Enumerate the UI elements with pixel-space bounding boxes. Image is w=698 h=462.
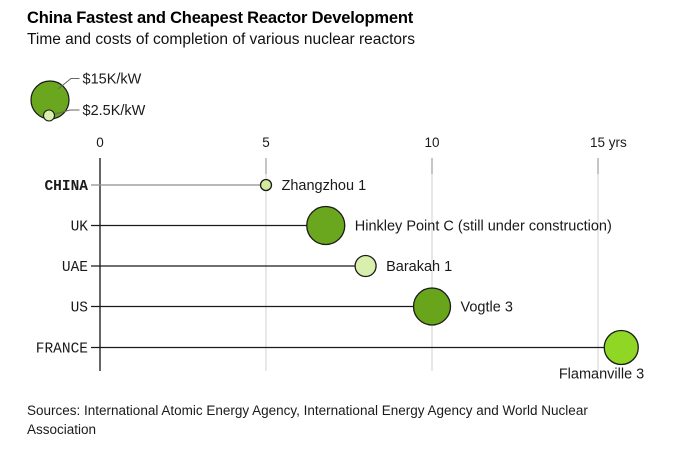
x-tick-label: 15 yrs	[590, 135, 627, 150]
row-category-label: FRANCE	[36, 342, 88, 358]
legend-label-large: $15K/kW	[83, 72, 142, 88]
x-tick-label: 0	[96, 135, 104, 150]
reactor-bubble	[354, 254, 377, 278]
x-tick-label: 10	[424, 135, 439, 150]
legend-label-small: $2.5K/kW	[83, 103, 146, 119]
reactor-label: Zhangzhou 1	[282, 178, 367, 194]
row-category-label: CHINA	[44, 179, 88, 195]
chart-subtitle: Time and costs of completion of various …	[27, 31, 415, 48]
legend-connector	[54, 109, 80, 115]
row-category-label: UAE	[62, 260, 88, 276]
reactor-bubble	[412, 287, 452, 326]
reactor-label: Flamanville 3	[559, 367, 644, 383]
reactor-bubble	[603, 329, 639, 366]
row-category-label: UK	[71, 220, 89, 236]
reactor-bubble	[259, 178, 273, 192]
x-tick-label: 5	[262, 135, 270, 150]
legend-connector	[57, 78, 80, 90]
reactor-label: Hinkley Point C (still under constructio…	[355, 219, 612, 235]
row-category-label: US	[71, 301, 88, 317]
reactor-label: Vogtle 3	[461, 300, 513, 316]
reactor-bubble	[306, 205, 346, 246]
sources-note: Sources: International Atomic Energy Age…	[27, 403, 588, 437]
legend-small-circle	[42, 109, 56, 122]
reactor-label: Barakah 1	[386, 259, 452, 275]
chart-title: China Fastest and Cheapest Reactor Devel…	[27, 9, 413, 27]
